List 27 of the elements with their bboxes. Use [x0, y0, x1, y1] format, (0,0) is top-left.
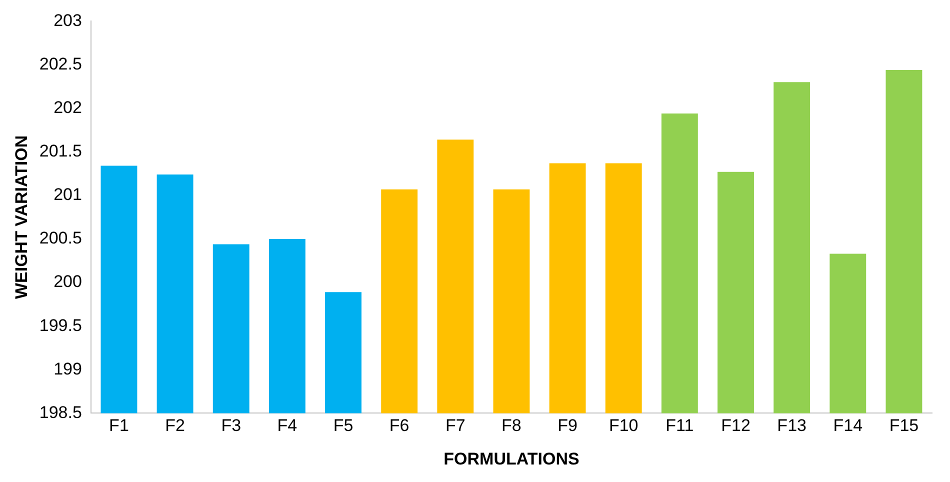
x-tick-label: F2	[165, 416, 185, 436]
y-tick-label: 199	[54, 359, 82, 378]
y-tick-label: 201	[54, 185, 82, 204]
y-tick-label: 198.5	[39, 402, 82, 422]
x-tick-label: F15	[889, 416, 919, 436]
y-tick-label: 200.5	[39, 228, 82, 248]
y-tick-label: 203	[54, 10, 82, 30]
x-tick-label: F7	[445, 416, 466, 436]
x-tick-label: F3	[221, 416, 242, 436]
x-tick-label: F14	[833, 416, 863, 436]
y-axis-title: WEIGHT VARIATION	[12, 135, 31, 300]
x-tick-label: F12	[721, 416, 750, 436]
y-tick-label: 202	[54, 98, 82, 117]
y-tick-label: 202.5	[39, 54, 82, 74]
x-tick-label: F9	[558, 416, 578, 436]
x-tick-label: F13	[777, 416, 806, 436]
x-tick-label: F4	[277, 416, 298, 436]
x-axis-title: FORMULATIONS	[444, 449, 580, 468]
y-tick-label: 199.5	[39, 316, 82, 335]
x-tick-label: F11	[666, 416, 694, 436]
x-tick-label: F5	[333, 416, 354, 436]
x-tick-label: F1	[109, 416, 129, 436]
x-tick-label: F6	[389, 416, 410, 436]
y-tick-label: 201.5	[39, 142, 82, 161]
x-tick-label: F8	[502, 416, 522, 436]
x-tick-label: F10	[608, 416, 638, 436]
y-tick-label: 200	[54, 272, 82, 292]
